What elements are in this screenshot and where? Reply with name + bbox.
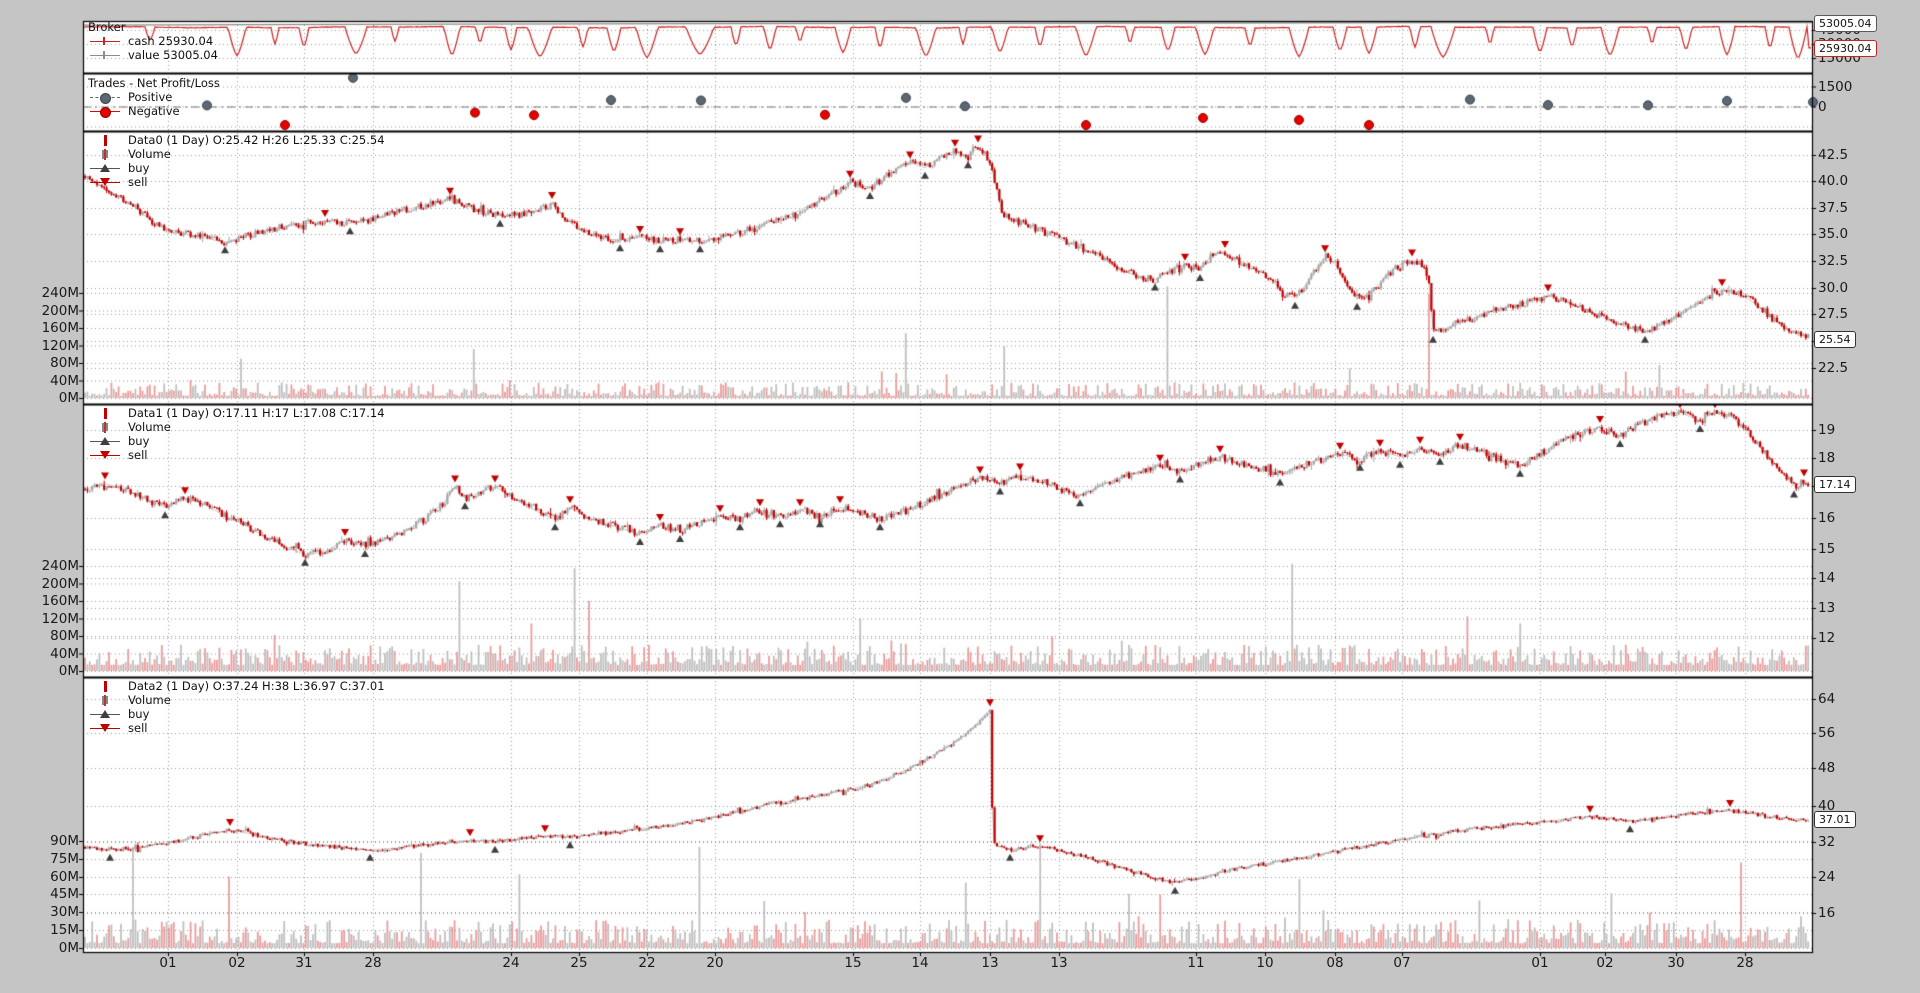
data2-buy-label: buy [128,707,150,721]
data0-volume-label: Volume [128,147,171,161]
ohlc-bars-icon [88,134,122,146]
broker-value-tag-0: 53005.04 [1814,15,1877,32]
data2-legend-title: Data2 (1 Day) O:37.24 H:38 L:36.97 C:37.… [88,679,385,693]
data0-buy-label: buy [128,161,150,175]
trades-legend: Trades - Net Profit/Loss Positive Negati… [88,76,220,118]
data2-sell-label: sell [128,721,148,735]
volume-bars-icon [88,694,122,706]
data1-buy-label: buy [128,434,150,448]
data1-volume-legend-item: Volume [88,420,385,434]
data0-volume-legend-item: Volume [88,147,385,161]
buy-marker-icon [88,162,122,174]
broker-value-legend-item: value 53005.04 [88,48,218,62]
data1-legend-title: Data1 (1 Day) O:17.11 H:17 L:17.08 C:17.… [88,406,385,420]
data0-buy-legend-item: buy [88,161,385,175]
data2-title-text: Data2 (1 Day) O:37.24 H:38 L:36.97 C:37.… [128,679,385,693]
trades-negative-legend-item: Negative [88,104,220,118]
sell-marker-icon [88,722,122,734]
data1-title-text: Data1 (1 Day) O:17.11 H:17 L:17.08 C:17.… [128,406,385,420]
data2-last-price-tag: 37.01 [1814,811,1856,828]
buy-marker-icon [88,708,122,720]
positive-dot-icon [88,91,122,104]
data2-buy-legend-item: buy [88,707,385,721]
broker-value-tag-1: 25930.04 [1814,40,1877,57]
broker-title-text: Broker [88,20,126,34]
data1-sell-label: sell [128,448,148,462]
data0-legend-title: Data0 (1 Day) O:25.42 H:26 L:25.33 C:25.… [88,133,385,147]
broker-cash-legend-item: cash 25930.04 [88,34,218,48]
data2-volume-label: Volume [128,693,171,707]
data2-legend: Data2 (1 Day) O:37.24 H:38 L:36.97 C:37.… [88,679,385,735]
value-label: value 53005.04 [128,48,218,62]
data0-legend: Data0 (1 Day) O:25.42 H:26 L:25.33 C:25.… [88,133,385,189]
data0-sell-label: sell [128,175,148,189]
broker-legend: Broker cash 25930.04 value 53005.04 [88,20,218,62]
data0-sell-legend-item: sell [88,175,385,189]
data0-title-text: Data0 (1 Day) O:25.42 H:26 L:25.33 C:25.… [128,133,385,147]
data1-legend: Data1 (1 Day) O:17.11 H:17 L:17.08 C:17.… [88,406,385,462]
value-line-icon [88,49,122,61]
volume-bars-icon [88,148,122,160]
buy-marker-icon [88,435,122,447]
cash-line-icon [88,35,122,47]
data1-last-price-tag: 17.14 [1814,476,1856,493]
data0-last-price-tag: 25.54 [1814,331,1856,348]
trades-title-text: Trades - Net Profit/Loss [88,76,220,90]
ohlc-bars-icon [88,680,122,692]
data1-sell-legend-item: sell [88,448,385,462]
trades-legend-title: Trades - Net Profit/Loss [88,76,220,90]
broker-legend-title: Broker [88,20,218,34]
data2-volume-legend-item: Volume [88,693,385,707]
data2-sell-legend-item: sell [88,721,385,735]
positive-label: Positive [128,90,173,104]
cash-label: cash 25930.04 [128,34,214,48]
trades-positive-legend-item: Positive [88,90,220,104]
negative-label: Negative [128,104,180,118]
ohlc-bars-icon [88,407,122,419]
negative-dot-icon [88,105,122,118]
data1-buy-legend-item: buy [88,434,385,448]
sell-marker-icon [88,449,122,461]
data1-volume-label: Volume [128,420,171,434]
sell-marker-icon [88,176,122,188]
volume-bars-icon [88,421,122,433]
